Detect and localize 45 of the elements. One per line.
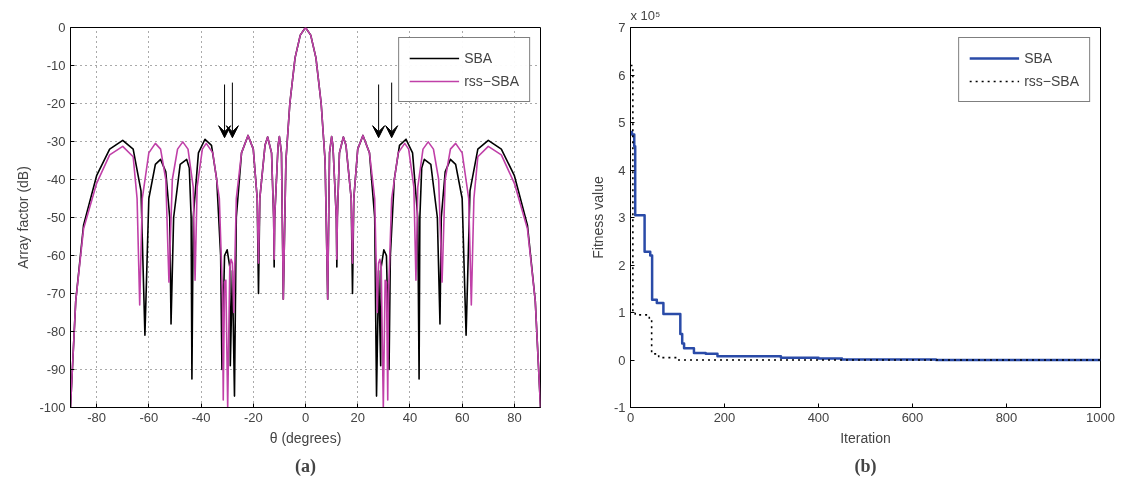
y-tick-label: -90 [46,362,66,377]
y-tick-label: -40 [46,172,66,187]
x-tick-label: -80 [87,409,107,425]
x-tick-label: -40 [191,409,211,425]
x-tick-label: 600 [901,409,924,425]
y-tick-label: -100 [39,400,66,415]
x-tick-label: 80 [507,409,522,425]
y-tick-label: -60 [46,248,66,263]
x-tick-label: 1000 [1086,409,1115,425]
x-tick-label: 40 [402,409,418,425]
y-tick-label: 7 [618,20,626,35]
legend-label: SBA [464,50,493,66]
x-tick-label: 20 [350,409,365,425]
y-axis-title: Fitness value [589,176,606,259]
y-tick-label: 2 [618,257,626,273]
y-tick-label: 0 [618,352,626,368]
y-tick-label: 5 [618,115,626,130]
y-tick-label: -10 [46,58,66,73]
legend-label: SBA [1024,50,1053,66]
y-tick-label: 4 [618,162,626,178]
y-tick-label: -30 [46,134,66,149]
y-tick-label: 3 [618,210,626,225]
y-axis-title: Array factor (dB) [15,166,32,269]
y-tick-label: -1 [613,400,626,415]
y-tick-label: 1 [618,305,626,320]
x-axis-title: Iteration [840,429,891,446]
x-tick-label: 0 [301,409,310,425]
legend-label: rss−SBA [1024,73,1079,89]
x-tick-label: 400 [807,409,830,425]
y-tick-label: -20 [46,96,66,111]
x-tick-label: 60 [454,409,470,425]
text: (a) [295,455,317,477]
y-tick-label: 6 [618,67,626,83]
y-tick-label: -50 [46,210,66,225]
y-tick-label: -70 [46,286,66,301]
x-axis-title: θ (degrees) [269,429,342,446]
y-tick-label: 0 [58,20,66,35]
text: (b) [854,455,877,477]
x-tick-label: 200 [713,409,736,425]
x-tick-label: 800 [995,409,1018,425]
y-tick-label: -80 [46,324,66,339]
legend-label: rss−SBA [464,73,519,89]
x-tick-label: -20 [243,409,263,425]
text: x 10⁵ [630,7,661,23]
x-tick-label: -60 [139,409,159,425]
